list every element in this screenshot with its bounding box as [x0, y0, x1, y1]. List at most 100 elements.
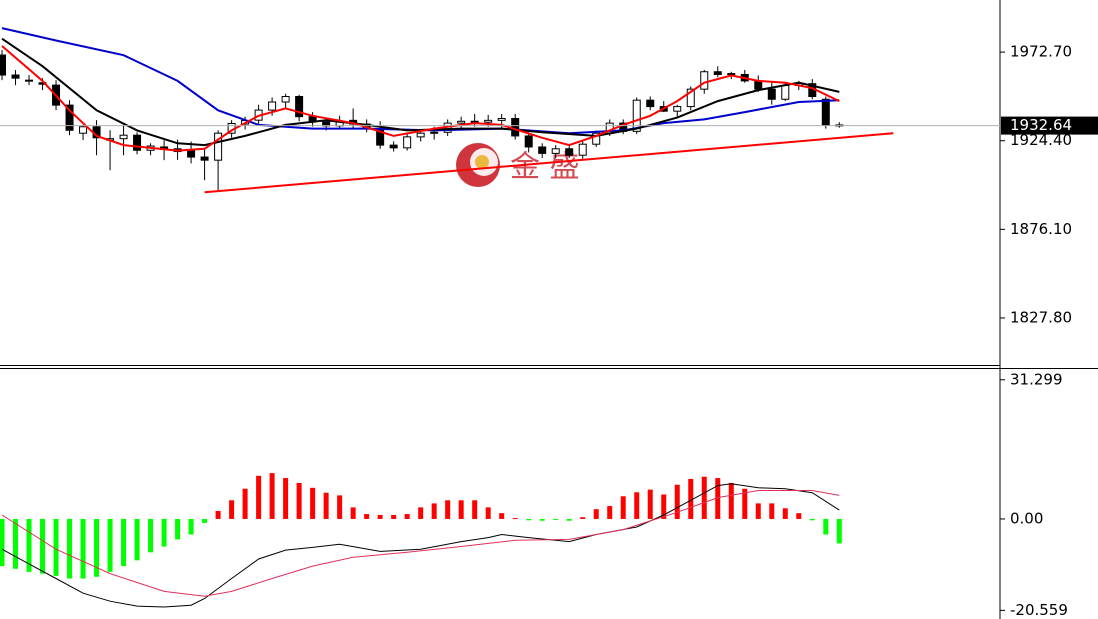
- histogram-bar: [256, 475, 262, 519]
- histogram-bar: [755, 503, 761, 519]
- histogram-bar: [269, 473, 275, 519]
- histogram-bar: [688, 478, 694, 519]
- candle-body: [511, 118, 520, 137]
- candle-body: [25, 79, 34, 82]
- candle-body: [632, 99, 641, 132]
- histogram-bar: [674, 484, 680, 519]
- logo: [456, 143, 500, 187]
- candle-body: [646, 99, 655, 108]
- candle-body: [538, 146, 547, 154]
- histogram-bar: [337, 495, 343, 519]
- histogram-bar: [566, 518, 572, 521]
- panel: 1972.70 1924.40 1876.10 1827.80 1932.64: [0, 27, 1098, 326]
- candle-body: [781, 84, 790, 100]
- histogram-bar: [526, 518, 532, 521]
- candle-body: [767, 88, 776, 100]
- candle-body: [403, 136, 412, 149]
- histogram-bar: [823, 518, 829, 535]
- y-tick-label: -20.559: [1010, 601, 1068, 619]
- histogram-bar: [391, 514, 397, 519]
- candle-body: [578, 143, 587, 156]
- histogram-bar: [310, 487, 316, 519]
- histogram-bar: [607, 506, 613, 519]
- histogram-bar: [499, 513, 505, 519]
- histogram-bar: [67, 518, 73, 579]
- histogram-bar: [661, 494, 667, 519]
- histogram-bar: [647, 489, 653, 519]
- histogram-bar: [458, 500, 464, 519]
- candle-body: [713, 71, 722, 75]
- y-tick-label: 1924.40: [1010, 131, 1072, 149]
- histogram-bar: [202, 518, 208, 523]
- candle-body: [484, 119, 493, 123]
- candle-body: [565, 148, 574, 156]
- candle-body: [200, 156, 209, 161]
- candle-body: [11, 74, 20, 79]
- last-price-label: 1932.64: [1010, 116, 1072, 134]
- histogram-bar: [809, 518, 815, 521]
- histogram-bar: [107, 518, 113, 572]
- last-price-box: [1001, 116, 1098, 135]
- candle-body: [524, 135, 533, 148]
- histogram-bar: [134, 518, 140, 561]
- candle-body: [430, 131, 439, 134]
- histogram-bar: [512, 518, 518, 520]
- trendline: [204, 132, 894, 194]
- y-tick-label: 1876.10: [1010, 220, 1072, 238]
- histogram-bar: [634, 492, 640, 519]
- histogram-bar: [796, 513, 802, 519]
- panel: 31.299 0.00 -20.559: [0, 370, 1068, 619]
- histogram-bar: [364, 514, 370, 519]
- histogram-bar: [13, 518, 19, 569]
- candle-body: [79, 126, 88, 134]
- candle-body: [700, 71, 709, 90]
- histogram-bar: [620, 496, 626, 519]
- histogram-bar: [53, 518, 59, 576]
- candle-body: [551, 148, 560, 154]
- candle-body: [65, 104, 74, 131]
- histogram-bar: [836, 518, 842, 544]
- histogram-bar: [242, 488, 248, 519]
- candle-body: [295, 96, 304, 118]
- histogram-bar: [728, 482, 734, 519]
- histogram-bar: [215, 510, 221, 519]
- histogram-bar: [121, 518, 127, 567]
- line: [1, 490, 840, 597]
- candle-body: [754, 80, 763, 90]
- histogram-bar: [283, 478, 289, 519]
- histogram-bar: [553, 518, 559, 520]
- candle-body: [673, 106, 682, 112]
- line: [1, 37, 840, 147]
- y-tick-label: 1827.80: [1010, 308, 1072, 326]
- candle-body: [268, 101, 277, 111]
- histogram-bar: [188, 518, 194, 535]
- candle-body: [497, 118, 506, 121]
- candle-body: [133, 134, 142, 151]
- y-tick-label: 31.299: [1010, 370, 1063, 388]
- y-tick-label: 1972.70: [1010, 43, 1072, 61]
- histogram-bar: [418, 507, 424, 519]
- candle-body: [592, 132, 601, 145]
- candle-body: [821, 98, 830, 126]
- histogram-bar: [485, 507, 491, 519]
- histogram-bar: [782, 508, 788, 519]
- histogram-bar: [229, 500, 235, 519]
- candle-body: [457, 120, 466, 124]
- histogram-bar: [593, 509, 599, 519]
- histogram-bar: [472, 500, 478, 519]
- candle-body: [0, 54, 7, 76]
- histogram-bar: [445, 500, 451, 519]
- histogram-bar: [26, 518, 32, 572]
- histogram-bar: [404, 514, 410, 519]
- candle-body: [416, 132, 425, 138]
- histogram-bar: [580, 517, 586, 519]
- histogram-bar: [742, 488, 748, 519]
- histogram-bar: [40, 518, 46, 574]
- candle-body: [686, 88, 695, 108]
- candle-body: [281, 96, 290, 103]
- histogram-bar: [323, 492, 329, 519]
- histogram-bar: [715, 478, 721, 519]
- candle-body: [389, 144, 398, 149]
- candle-body: [119, 134, 128, 140]
